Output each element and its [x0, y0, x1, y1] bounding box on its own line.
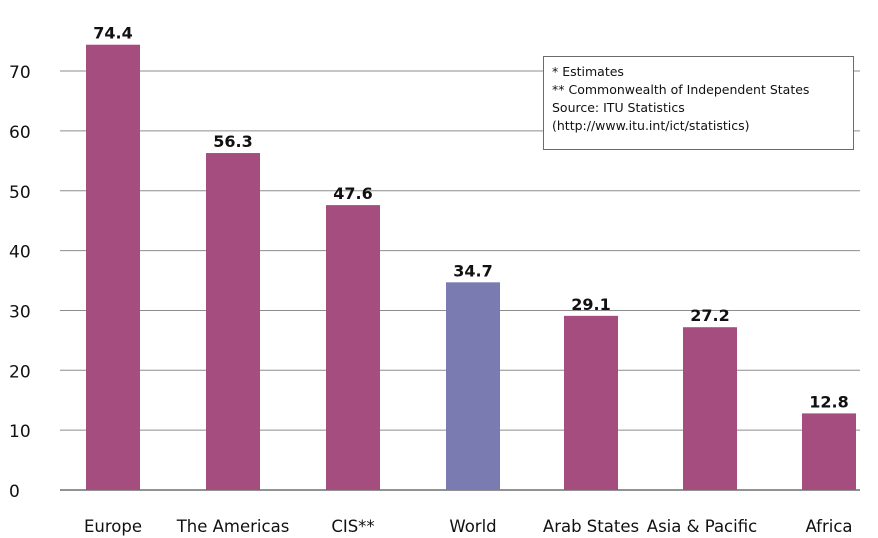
bar-asia-and-pacific	[683, 327, 737, 490]
y-axis: 0 10 20 30 40 50 60 70	[9, 63, 31, 502]
note-line-source: Source: ITU Statistics	[552, 100, 685, 115]
data-label-the-americas: 56.3	[213, 132, 252, 151]
data-label-africa: 12.8	[809, 392, 848, 411]
bar-africa	[802, 413, 856, 490]
bar-arab-states	[564, 315, 618, 490]
x-tick-label-africa: Africa	[805, 517, 852, 536]
note-line-url: (http://www.itu.int/ict/statistics)	[552, 118, 750, 133]
data-label-cis: 47.6	[333, 184, 372, 203]
x-tick-label-europe: Europe	[84, 517, 142, 536]
x-tick-label-asia-and-pacific: Asia & Pacific	[647, 517, 757, 536]
data-label-asia-and-pacific: 27.2	[690, 306, 729, 325]
x-axis: Europe The Americas CIS** World Arab States A…	[84, 517, 853, 536]
y-tick-label-10: 10	[9, 422, 31, 442]
bar-cis	[326, 205, 380, 490]
y-tick-label-50: 50	[9, 183, 31, 203]
y-tick-label-0: 0	[9, 482, 20, 502]
x-tick-label-cis: CIS**	[331, 517, 374, 536]
y-tick-label-40: 40	[9, 243, 31, 263]
bar-the-americas	[206, 153, 260, 490]
data-label-europe: 74.4	[93, 24, 132, 43]
data-label-world: 34.7	[453, 261, 492, 280]
data-label-arab-states: 29.1	[571, 295, 610, 314]
x-tick-label-world: World	[449, 517, 496, 536]
y-tick-label-30: 30	[9, 302, 31, 322]
y-tick-label-70: 70	[9, 63, 31, 83]
bars	[86, 44, 856, 490]
x-tick-label-arab-states: Arab States	[543, 517, 639, 536]
x-tick-label-the-americas: The Americas	[176, 517, 290, 536]
note-line-estimates: * Estimates	[552, 64, 624, 79]
y-tick-label-60: 60	[9, 123, 31, 143]
bar-world	[446, 282, 500, 490]
y-tick-label-20: 20	[9, 362, 31, 382]
data-labels: 74.4 56.3 47.6 34.7 29.1 27.2 12.8	[93, 24, 848, 412]
bar-europe	[86, 44, 140, 490]
note-box: * Estimates ** Commonwealth of Independe…	[543, 56, 854, 150]
note-line-cis-definition: ** Commonwealth of Independent States	[552, 82, 810, 97]
